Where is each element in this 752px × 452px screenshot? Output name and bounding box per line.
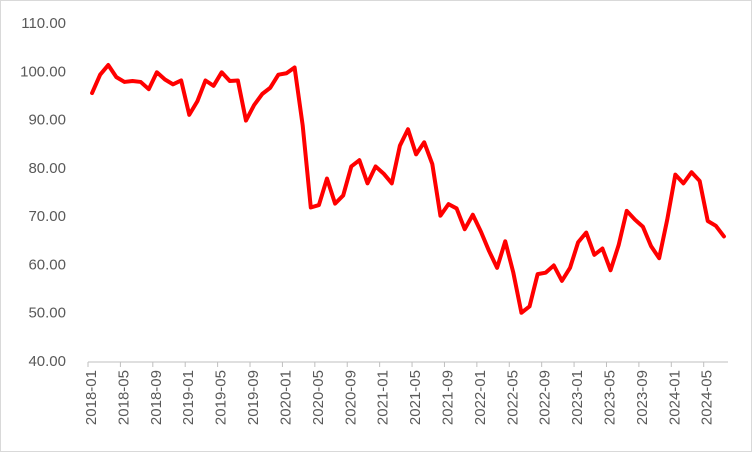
x-tick-label: 2021-01 — [375, 370, 392, 425]
y-tick-label: 100.00 — [20, 63, 66, 80]
y-tick-label: 110.00 — [21, 15, 66, 32]
x-tick-label: 2022-09 — [537, 370, 554, 425]
x-tick-label: 2019-01 — [180, 370, 197, 425]
y-tick-label: 60.00 — [28, 256, 66, 273]
x-tick-label: 2019-05 — [213, 370, 230, 425]
x-tick-label: 2018-05 — [115, 370, 132, 425]
x-tick-label: 2023-01 — [569, 370, 586, 425]
x-tick-label: 2021-05 — [407, 370, 424, 425]
line-series — [90, 63, 726, 315]
y-tick-label: 40.00 — [28, 353, 66, 370]
x-tick-label: 2023-05 — [602, 370, 619, 425]
x-tick-label: 2019-09 — [245, 370, 262, 425]
x-tick-label: 2020-01 — [277, 370, 294, 425]
y-tick-label: 70.00 — [28, 208, 66, 225]
x-tick-label: 2022-05 — [504, 370, 521, 425]
x-tick-label: 2024-05 — [699, 370, 716, 425]
x-tick-label: 2023-09 — [634, 370, 651, 425]
y-tick-label: 50.00 — [28, 305, 66, 322]
x-tick-label: 2022-01 — [472, 370, 489, 425]
x-tick-label: 2021-09 — [439, 370, 456, 425]
x-tick-label: 2018-01 — [83, 370, 100, 425]
x-tick-label: 2020-09 — [342, 370, 359, 425]
x-tick-label: 2018-09 — [148, 370, 165, 425]
y-tick-label: 80.00 — [28, 160, 66, 177]
x-tick-label: 2024-01 — [666, 370, 683, 425]
y-tick-label: 90.00 — [28, 112, 66, 129]
x-tick-label: 2020-05 — [310, 370, 327, 425]
